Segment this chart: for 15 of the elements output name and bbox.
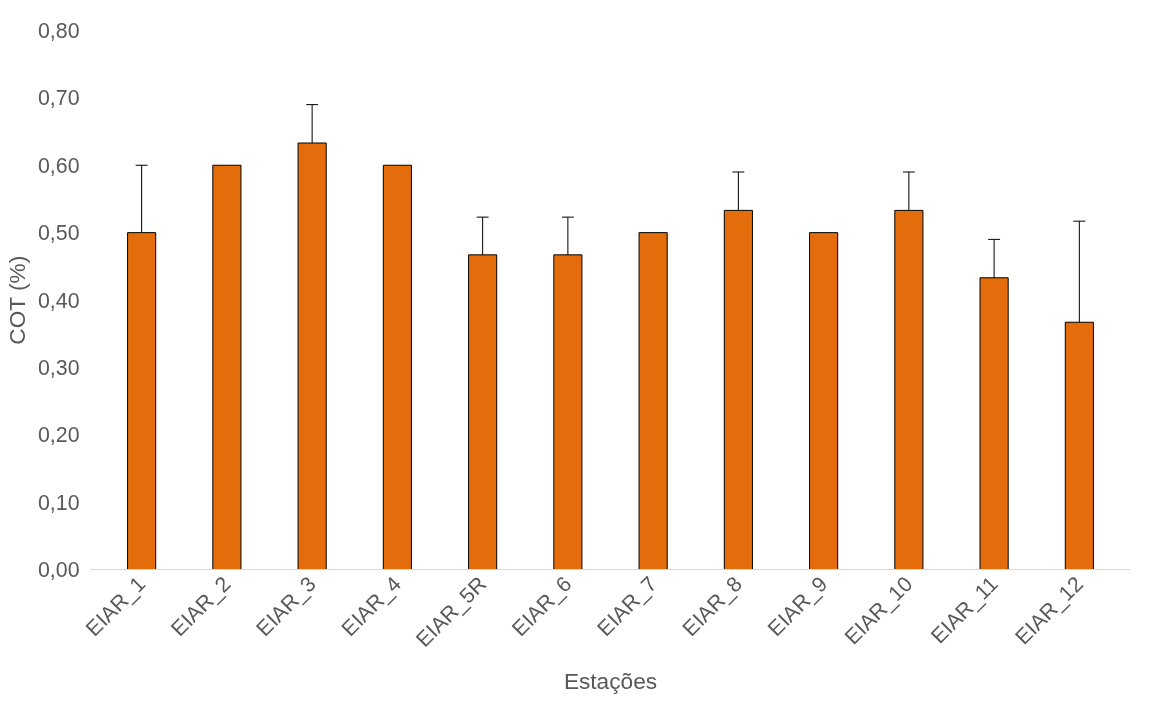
y-tick-label: 0,00 [37,558,80,582]
y-tick-label: 0,80 [37,19,80,43]
y-tick-label: 0,30 [37,355,80,380]
y-axis-title: COT (%) [3,255,30,345]
bar [809,232,839,570]
bar [638,232,668,570]
bar [382,164,412,570]
x-axis-title: Estações [563,668,658,695]
y-tick-label: 0,20 [37,423,80,448]
y-tick-label: 0,50 [37,221,80,246]
y-tick-label: 0,70 [37,86,80,111]
bar [212,164,242,570]
y-tick-label: 0,60 [37,153,80,178]
y-tick-label: 0,40 [37,288,80,313]
y-tick-label: 0,10 [37,490,80,515]
